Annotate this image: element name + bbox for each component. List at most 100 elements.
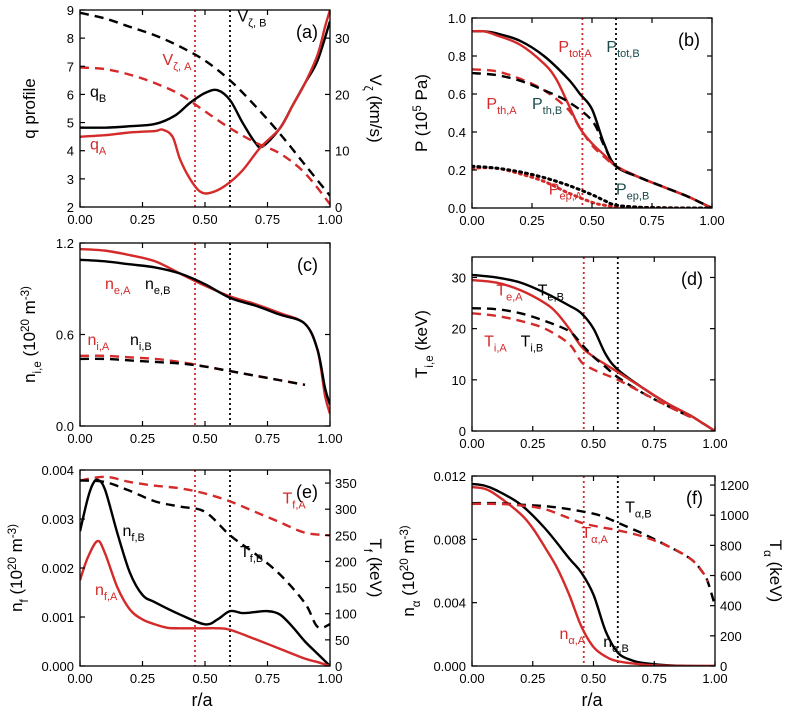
panel-tag: (e) [296,482,318,502]
series-n-a [472,485,715,666]
y-tick-label: 0.6 [448,87,466,102]
series-label: Ti,B [521,334,544,355]
series-n-b [472,482,715,666]
y-tick-label: 10 [452,373,466,388]
x-tick-label: 0.00 [67,431,92,446]
series-label: ni,B [130,332,152,353]
series-label: Tα,B [625,499,652,520]
y2-axis-title: Tα (keV) [761,540,785,602]
y-tick-label: 0.000 [41,659,74,674]
x-tick-label: 0.50 [579,213,604,228]
x-tick-label: 0.75 [642,671,667,686]
y2-tick-label: 0 [335,200,342,215]
panel-tag: (b) [678,30,700,50]
series-t-a [472,502,709,583]
y-tick-label: 7 [67,59,74,74]
y-tick-label: 30 [452,270,466,285]
series-label: Vζ, B [238,8,267,29]
series-label: Tα,A [581,525,608,546]
x-axis-label-left: r/a [191,690,213,710]
x-tick-label: 0.75 [639,213,664,228]
y2-tick-label: 300 [335,502,357,517]
y-tick-label: 0.008 [433,532,466,547]
series-label: ni,A [88,332,110,353]
plot-frame [79,242,331,427]
series-label: Te,A [496,282,523,303]
series-p-tot-b [472,29,712,208]
series-label: ne,A [105,276,131,297]
y2-axis-title: Vζ (km/s) [361,74,385,142]
series-t-i-a [472,312,692,419]
series-label: ne,B [145,276,170,297]
series-t-f-a [80,475,330,537]
x-tick-label: 0.25 [520,671,545,686]
series-p-th-b [472,71,712,208]
y2-tick-label: 50 [335,633,349,648]
y-tick-label: 0.003 [41,512,74,527]
y-tick-label: 0.000 [433,659,466,674]
series-q-b [80,20,330,149]
y-axis-title: q profile [20,78,39,138]
y-tick-label: 1.0 [448,11,466,26]
x-tick-label: 0.50 [192,671,217,686]
y-tick-label: 0.004 [41,463,74,478]
x-tick-label: 0.50 [581,436,606,451]
y2-tick-label: 100 [335,607,357,622]
x-tick-label: 1.00 [702,436,727,451]
series-label: qA [90,136,107,157]
series-n-e-a [80,247,330,415]
x-tick-label: 0.75 [255,212,280,227]
y2-tick-label: 1000 [720,508,749,523]
x-tick-label: 0.50 [192,212,217,227]
panel-tag: (a) [296,22,318,42]
panel-a: 0.00 0.25 0.50 0.75 1.00 2 3 4 5 6 7 8 9 0 10 20 30 q pro… [20,3,385,227]
y2-tick-label: 0 [720,659,727,674]
series-label: Pep,B [616,182,649,203]
y-axis-title: nα (1020 m-3) [399,525,423,616]
y-tick-label: 2 [67,200,74,215]
series-label: Pep,A [549,182,583,203]
series-n-i-b [80,357,306,387]
series-label: Tf,A [283,490,307,511]
y2-tick-label: 200 [720,629,742,644]
series-q-a [80,10,330,195]
series-label: Ti,A [484,334,507,355]
y2-tick-label: 150 [335,581,357,596]
x-tick-label: 1.00 [699,213,724,228]
x-tick-label: 0.25 [519,213,544,228]
y-axis-title: ni,e (1020 m-3) [20,286,44,383]
series-label: nf,A [95,582,118,603]
panel-c: 0.00 0.25 0.50 0.75 1.00 0.0 0.6 1.2 ni,e (1020 … [20,236,343,446]
y2-tick-label: 800 [720,538,742,553]
y-tick-label: 0.6 [56,328,74,343]
series-t-b [472,501,715,607]
series-label: qB [90,84,106,105]
x-tick-label: 0.00 [459,213,484,228]
x-tick-label: 0.50 [192,431,217,446]
y-tick-label: 0.2 [448,163,466,178]
series-label: Te,B [538,282,564,303]
x-tick-label: 0.75 [255,431,280,446]
panel-b: 0.00 0.25 0.50 0.75 1.00 0.0 0.2 0.4 0.6 0.8 1.0 P … [412,11,725,228]
y2-axis-title: Tf (keV) [361,539,385,598]
plot-frame [79,9,331,208]
series-label: Vζ, A [163,52,193,73]
series-n-e-b [80,258,330,406]
y2-tick-label: 30 [335,31,349,46]
y2-tick-label: 350 [335,476,357,491]
series-label: Ptot,B [606,39,639,60]
plot-frame [471,256,716,432]
x-tick-label: 0.50 [581,671,606,686]
x-tick-label: 0.75 [642,436,667,451]
series-label: Pth,A [486,96,517,117]
series-label: nα,A [559,626,585,647]
x-tick-label: 0.25 [130,431,155,446]
panel-tag: (c) [297,255,318,275]
y-tick-label: 0 [459,424,466,439]
x-tick-label: 0.00 [459,671,484,686]
y-tick-label: 0.012 [433,469,466,484]
y-axis-title: P (105 Pa) [412,74,431,152]
y-tick-label: 0.4 [448,125,466,140]
